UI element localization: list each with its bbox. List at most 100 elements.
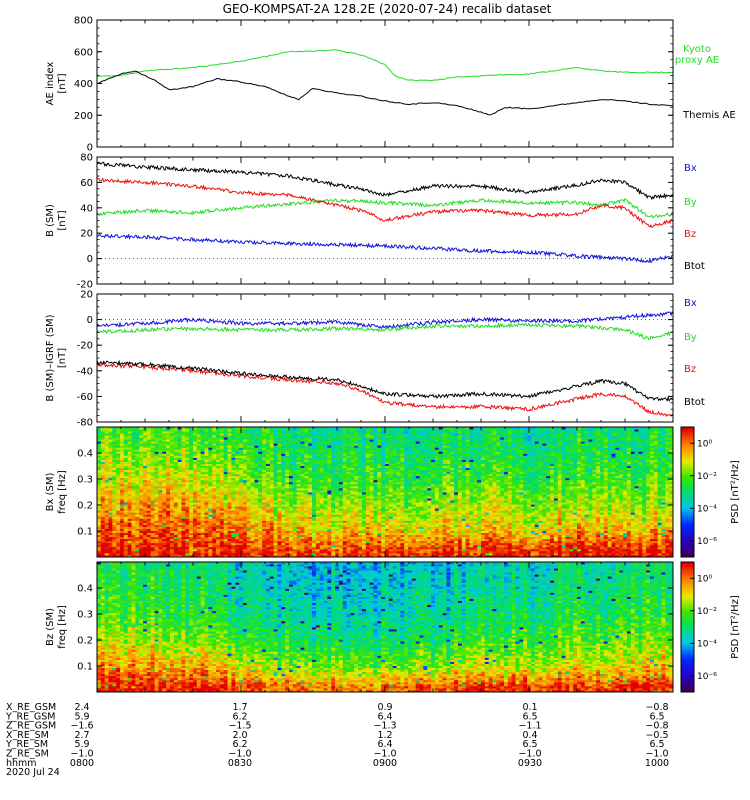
figure-title: GEO-KOMPSAT-2A 128.2E (2020-07-24) recal…	[223, 2, 552, 16]
spectrogram-cells	[97, 562, 673, 692]
orbit-value: 6.5	[522, 739, 537, 750]
panel-5: 10⁰ 10⁻² 10⁻⁴ 10⁻⁶ PSD [nT²/Hz] 0.1 0.2 0.3 0.4 B…	[45, 561, 741, 693]
series-line-btot	[97, 161, 673, 201]
orbit-value: 2.4	[74, 702, 89, 713]
panel-1: Kyoto proxy AE Themis AE 0 200 400 600 800 AE in…	[45, 16, 736, 154]
legend-label: Bx	[684, 163, 697, 174]
y-tick-label: 40	[80, 203, 93, 214]
y-tick-label: 20	[80, 290, 93, 301]
panel-3: Bx By Bz Btot -80 -60 -40 -20 0 20 B (SM)–IGRF (SM…	[45, 290, 705, 429]
orbit-value: 0830	[228, 758, 252, 769]
orbit-value: 6.2	[232, 711, 247, 722]
orbit-value: 6.4	[377, 739, 392, 750]
legend-label: By	[684, 332, 697, 343]
y-tick-label: 800	[74, 16, 93, 27]
y-axis-label: freq [Hz]	[57, 470, 68, 514]
legend-label: Themis AE	[682, 110, 736, 121]
orbit-value: −0.8	[645, 721, 668, 732]
colorbar-tick-label: 10⁰	[697, 574, 712, 584]
y-axis-label: [nT]	[57, 73, 68, 93]
orbit-value: 6.2	[232, 739, 247, 750]
orbit-value: 5.9	[74, 739, 89, 750]
y-tick-label: -60	[77, 392, 93, 403]
orbit-value: −1.0	[70, 749, 93, 760]
orbit-value: 0.9	[377, 702, 392, 713]
colorbar-tick-label: 10⁻⁴	[697, 504, 717, 514]
y-axis-label: [nT]	[57, 348, 68, 368]
colorbar-tick-label: 10⁻²	[697, 472, 717, 482]
series-line-bx	[97, 311, 673, 330]
orbit-value: 1.7	[232, 702, 247, 713]
legend-label: Bz	[684, 364, 696, 375]
y-axis-label: [nT]	[57, 210, 68, 230]
orbit-value: 6.5	[649, 711, 664, 722]
orbit-row-label: X_RE_SM	[6, 730, 49, 741]
y-tick-label: 0.1	[77, 527, 93, 538]
y-tick-label: 0.2	[77, 636, 93, 647]
y-tick-label: 600	[74, 47, 93, 58]
series-line-btot	[97, 359, 673, 402]
legend-label: Btot	[684, 397, 705, 408]
colorbar-frame	[680, 426, 695, 558]
colorbar-tick-label: 10⁻⁶	[697, 537, 717, 547]
orbit-row-label: hhmm	[6, 758, 37, 769]
colorbar: 10⁰ 10⁻² 10⁻⁴ 10⁻⁶ PSD [nT²/Hz]	[680, 426, 741, 558]
orbit-row-label: Z_RE_SM	[6, 749, 49, 760]
y-tick-label: 0	[87, 315, 93, 326]
panel-frame	[96, 19, 674, 148]
y-tick-label: 200	[74, 111, 93, 122]
orbit-row-label: Z_RE_GSM	[6, 721, 56, 732]
orbit-row-label: X_RE_GSM	[6, 702, 56, 713]
y-axis-label: Bz (SM)	[45, 608, 56, 646]
y-tick-label: -80	[77, 418, 93, 429]
orbit-value: 2.0	[232, 730, 247, 741]
orbit-value: 6.5	[649, 739, 664, 750]
colorbar-tick-label: 10⁻⁶	[697, 672, 717, 682]
orbit-value: 0930	[518, 758, 542, 769]
orbit-value: −0.8	[645, 702, 668, 713]
orbit-row-label: 2020 Jul 24	[6, 767, 60, 778]
orbit-value: 5.9	[74, 711, 89, 722]
legend-label: Bx	[684, 298, 697, 309]
legend-label: Kyoto proxy AE	[675, 44, 719, 66]
orbit-row-label: Y_RE_GSM	[5, 711, 56, 722]
orbit-value: −1.3	[373, 721, 396, 732]
orbit-value: 6.4	[377, 711, 392, 722]
colorbar-tick-label: 10⁻²	[697, 607, 717, 617]
series-line-bz	[97, 177, 673, 228]
series-line-bx	[97, 233, 673, 264]
y-tick-label: 0	[87, 254, 93, 265]
orbit-table: X_RE_GSMY_RE_GSMZ_RE_GSMX_RE_SMY_RE_SMZ_…	[5, 702, 669, 778]
panel-4: 10⁰ 10⁻² 10⁻⁴ 10⁻⁶ PSD [nT²/Hz] 0.1 0.2 0.3 0.4 B…	[45, 426, 741, 558]
y-tick-label: 400	[74, 79, 93, 90]
y-tick-label: 60	[80, 178, 93, 189]
legend-label: Btot	[684, 261, 705, 272]
series-line-kyoto-proxy-ae	[97, 49, 673, 82]
panel-frame	[96, 293, 674, 423]
y-tick-label: 20	[80, 229, 93, 240]
series-line-bz	[97, 362, 673, 418]
orbit-value: −1.6	[70, 721, 93, 732]
legend-label: Bz	[684, 229, 696, 240]
y-axis-label: AE index	[45, 62, 56, 106]
orbit-row-label: Y_RE_SM	[5, 739, 48, 750]
orbit-value: 0.4	[522, 730, 537, 741]
y-tick-label: 80	[80, 153, 93, 164]
orbit-value: −0.5	[645, 730, 668, 741]
y-tick-label: 0	[87, 143, 93, 154]
series-line-by	[97, 197, 673, 219]
orbit-value: −1.0	[373, 749, 396, 760]
legend-label: By	[684, 197, 697, 208]
series-line-themis-ae	[97, 70, 673, 116]
orbit-value: 2.7	[74, 730, 89, 741]
orbit-value: 0900	[373, 758, 397, 769]
colorbar-label: PSD [nT²/Hz]	[730, 460, 741, 524]
y-tick-label: 0.3	[77, 610, 93, 621]
orbit-value: −1.0	[518, 749, 541, 760]
orbit-value: −1.1	[518, 721, 541, 732]
colorbar-tick-label: 10⁻⁴	[697, 639, 717, 649]
orbit-value: 6.5	[522, 711, 537, 722]
y-tick-label: 0.4	[77, 449, 93, 460]
colorbar-tick-label: 10⁰	[697, 439, 712, 449]
